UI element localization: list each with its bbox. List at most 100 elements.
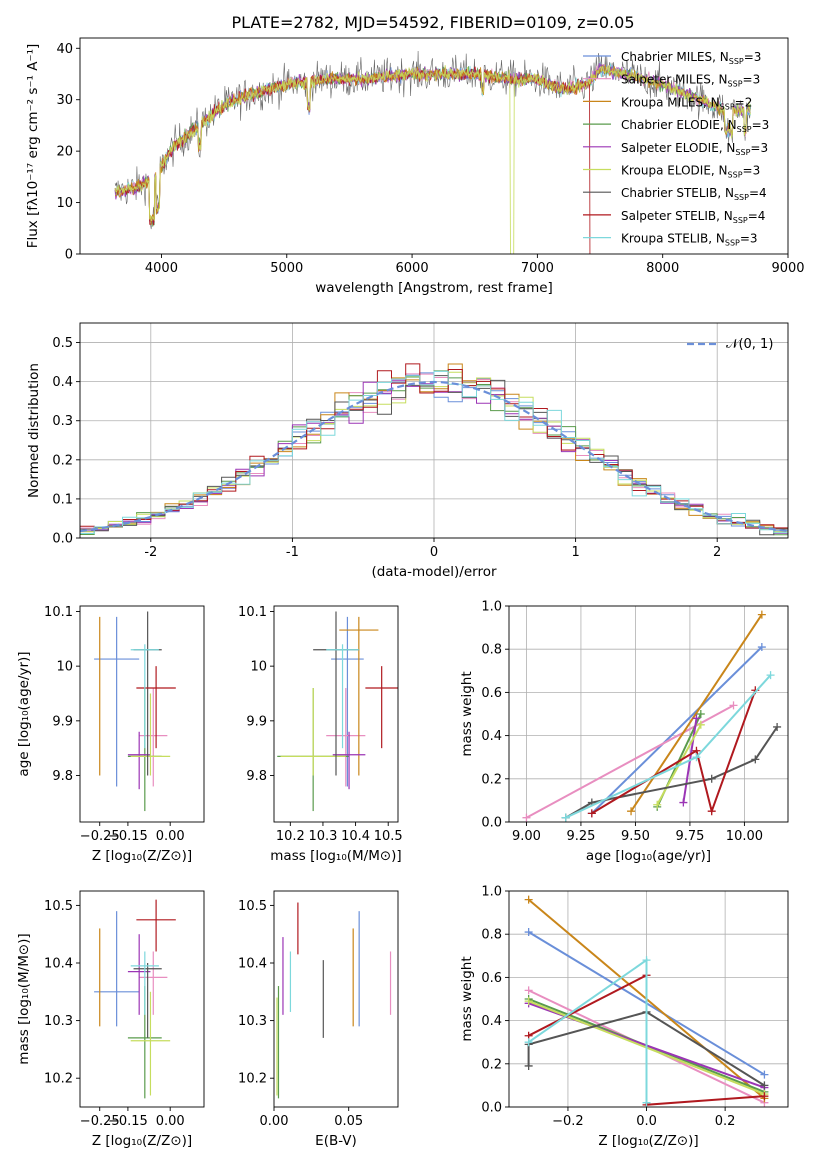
x-tick-label: 4000 (145, 261, 178, 276)
y-tick-label: 10.2 (44, 1072, 73, 1087)
weight-line-0 (591, 646, 763, 815)
weight-marker-1 (524, 986, 533, 995)
x-tick-label: 8000 (646, 261, 679, 276)
gaussian-curve (80, 380, 788, 533)
y-tick-label: 1.0 (481, 885, 502, 900)
weight-marker-2 (524, 895, 533, 904)
x-tick-label: −0.25 (80, 829, 120, 844)
y-tick-label: 9.9 (52, 714, 73, 729)
x-axis-label: age [log₁₀(age/yr)] (586, 848, 711, 864)
x-tick-label: 10.3 (308, 829, 337, 844)
histogram-4 (80, 379, 788, 534)
y-tick-label: 10.4 (238, 957, 267, 972)
y-tick-label: 10.5 (44, 899, 73, 914)
y-tick-label: 0.0 (481, 816, 502, 831)
weight-marker-3 (696, 710, 705, 718)
weight-marker-8 (766, 671, 775, 680)
y-tick-label: 10 (56, 196, 73, 211)
y-tick-label: 9.8 (52, 769, 73, 784)
axes-frame (79, 605, 205, 823)
x-tick-label: -2 (144, 545, 157, 560)
weight-marker-6 (773, 722, 782, 731)
y-tick-label: 10 (250, 660, 267, 675)
x-tick-label: 6000 (396, 261, 429, 276)
spectrum-line-5 (114, 64, 751, 254)
plot-area (277, 611, 398, 812)
x-tick-label: 9000 (771, 261, 804, 276)
y-tick-label: 10.2 (238, 1072, 267, 1087)
axes-frame (273, 605, 399, 823)
y-tick-label: 10.1 (44, 605, 73, 620)
y-tick-label: 0.3 (52, 414, 73, 429)
x-tick-label: 0.05 (334, 1114, 363, 1129)
weight-marker-5 (524, 997, 533, 1006)
legend-label-7: Salpeter STELIB, NSSP=4 (621, 209, 765, 225)
weight-marker-0 (524, 928, 533, 937)
weight-marker-2 (757, 610, 766, 619)
weight-line-8 (528, 958, 648, 1103)
weight-line-6 (527, 1010, 765, 1087)
y-tick-label: 10.1 (238, 605, 267, 620)
weight-marker-8 (692, 753, 701, 762)
x-tick-label: 5000 (270, 261, 303, 276)
y-tick-label: 0 (65, 248, 73, 263)
plot-area (524, 895, 769, 1107)
x-axis-label: Z [log₁₀(Z/Z⊙)] (92, 1133, 192, 1149)
x-tick-label: 0.00 (156, 1114, 185, 1129)
x-tick-label: -1 (286, 545, 299, 560)
weight-marker-4 (679, 798, 688, 807)
legend-label-4: Salpeter ELODIE, NSSP=3 (621, 141, 768, 157)
y-tick-label: 10.3 (44, 1014, 73, 1029)
residual-histogram-panel: -2 -1 0 1 2 0.0 0.1 0.2 0.3 0.4 0.5 (data-model)/er… (26, 322, 789, 580)
weight-marker-2 (627, 807, 636, 816)
plot-area (94, 611, 176, 812)
y-tick-label: 0.1 (52, 492, 73, 507)
x-tick-label: 10.2 (276, 829, 305, 844)
x-tick-label: 2 (713, 545, 721, 560)
x-tick-label: 0.00 (260, 1114, 289, 1129)
legend-label-0: Chabrier MILES, NSSP=3 (621, 50, 761, 66)
histogram-8 (80, 370, 788, 534)
mass-vs-reddening-panel: 0.00 0.05 10.2 10.3 10.4 10.5 E(B-V) (238, 890, 399, 1149)
x-tick-label: −0.15 (108, 1114, 148, 1129)
y-tick-label: 0.4 (481, 1014, 502, 1029)
weight-marker-5 (653, 800, 662, 809)
axes-frame (273, 890, 399, 1108)
spectrum-panel: 4000 5000 6000 7000 8000 9000 0 10 20 30 40 wavelen… (25, 37, 805, 296)
age-vs-metallicity-panel: −0.25−0.15 0.00 9.8 9.9 10 10.1 Z [log₁₀(Z/Z⊙)… (16, 605, 205, 864)
y-tick-label: 0.5 (52, 336, 73, 351)
age-vs-mass-panel: 10.2 10.3 10.4 10.5 9.8 9.9 10 10.1 mass [log₁₀(… (238, 605, 403, 864)
spectrum-line-2 (115, 64, 751, 225)
plot-area (114, 50, 751, 254)
weight-marker-1 (729, 701, 738, 710)
x-tick-label: 1 (571, 545, 579, 560)
plot-area (94, 899, 176, 1099)
y-tick-label: 0.4 (481, 729, 502, 744)
legend-label-6: Chabrier STELIB, NSSP=4 (621, 186, 767, 202)
y-tick-label: 10.4 (44, 957, 73, 972)
y-tick-label: 30 (56, 93, 73, 108)
y-tick-label: 0.8 (481, 928, 502, 943)
plot-area (80, 363, 788, 536)
plot-area (522, 610, 782, 822)
weight-marker-8 (524, 1038, 533, 1047)
y-tick-label: 10 (56, 660, 73, 675)
legend-label-3: Chabrier ELODIE, NSSP=3 (621, 118, 769, 134)
weight-marker-8 (561, 813, 570, 822)
weight-marker-7 (707, 807, 716, 816)
x-axis-label: wavelength [Angstrom, rest frame] (315, 280, 553, 296)
x-tick-label: 10.4 (341, 829, 370, 844)
axes-frame (508, 605, 789, 823)
weight-marker-0 (760, 1070, 769, 1079)
x-tick-label: 9.00 (512, 829, 541, 844)
y-tick-label: 9.9 (246, 714, 267, 729)
weight-line-8 (565, 674, 772, 819)
weight-marker-5 (696, 720, 705, 729)
y-tick-label: 10.5 (238, 899, 267, 914)
y-tick-label: 0.2 (52, 453, 73, 468)
weight-marker-7 (760, 1092, 769, 1101)
y-axis-label: mass weight (459, 956, 475, 1041)
weight-marker-6 (707, 774, 716, 783)
x-axis-label: E(B-V) (315, 1133, 357, 1149)
x-axis-label: (data-model)/error (371, 564, 497, 580)
